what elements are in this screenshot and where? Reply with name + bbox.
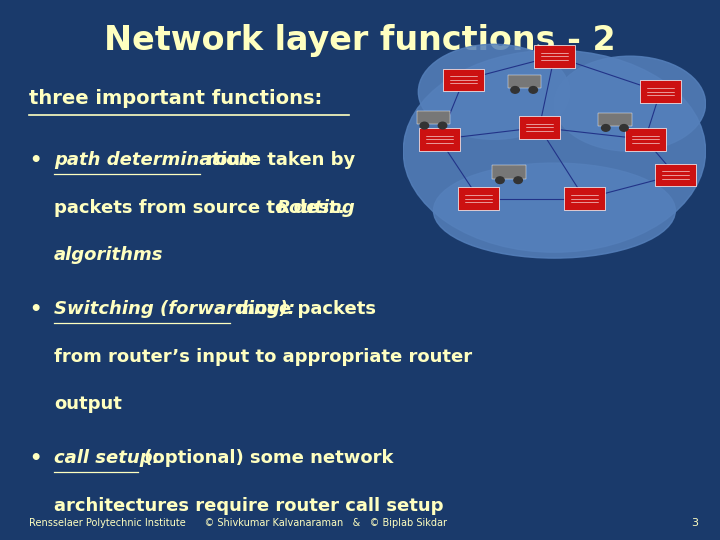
Text: Network layer functions - 2: Network layer functions - 2 [104, 24, 616, 57]
Text: algorithms: algorithms [54, 246, 163, 264]
Text: •: • [29, 151, 41, 170]
Circle shape [514, 177, 522, 184]
Text: Routing: Routing [276, 199, 355, 217]
Text: three important functions:: three important functions: [29, 89, 322, 108]
FancyBboxPatch shape [419, 128, 460, 151]
Text: 3: 3 [691, 518, 698, 528]
FancyBboxPatch shape [534, 45, 575, 68]
Circle shape [496, 177, 504, 184]
Text: architectures require router call setup: architectures require router call setup [54, 497, 444, 515]
Bar [508, 75, 541, 88]
FancyBboxPatch shape [564, 187, 606, 210]
Text: Switching (forwarding):: Switching (forwarding): [54, 300, 295, 318]
Bar [417, 111, 450, 124]
Text: from router’s input to appropriate router: from router’s input to appropriate route… [54, 348, 472, 366]
Text: •: • [29, 300, 41, 319]
Text: move packets: move packets [230, 300, 377, 318]
FancyBboxPatch shape [654, 164, 696, 186]
Ellipse shape [433, 163, 675, 258]
Text: route taken by: route taken by [199, 151, 355, 169]
Text: Rensselaer Polytechnic Institute      © Shivkumar Kalvanaraman   &   © Biplab Si: Rensselaer Polytechnic Institute © Shivk… [29, 518, 447, 528]
Text: •: • [29, 449, 41, 468]
Circle shape [420, 122, 428, 129]
Bar [492, 165, 526, 179]
Circle shape [511, 86, 519, 93]
FancyBboxPatch shape [639, 80, 681, 103]
Circle shape [620, 125, 628, 131]
Bar [598, 113, 631, 126]
FancyBboxPatch shape [443, 69, 485, 91]
FancyBboxPatch shape [458, 187, 500, 210]
Text: (optional) some network: (optional) some network [138, 449, 394, 467]
FancyBboxPatch shape [518, 116, 560, 139]
Text: output: output [54, 395, 122, 413]
Ellipse shape [418, 44, 570, 139]
FancyBboxPatch shape [624, 128, 666, 151]
Circle shape [602, 125, 610, 131]
Ellipse shape [403, 50, 706, 252]
Circle shape [438, 122, 446, 129]
Text: call setup:: call setup: [54, 449, 160, 467]
Text: packets from source to dest.: packets from source to dest. [54, 199, 351, 217]
Text: path determination:: path determination: [54, 151, 258, 169]
Circle shape [529, 86, 537, 93]
Ellipse shape [554, 56, 706, 151]
